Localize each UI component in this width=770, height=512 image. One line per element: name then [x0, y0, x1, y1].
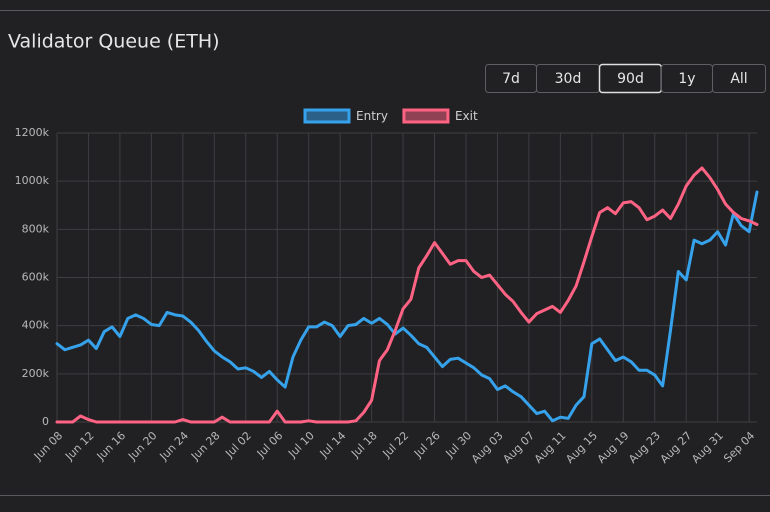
x-tick-label: Jun 08 — [31, 429, 65, 463]
x-tick-label: Aug 11 — [532, 429, 569, 466]
y-tick-label: 200k — [22, 367, 50, 380]
series-line — [55, 166, 759, 424]
x-tick-label: Aug 19 — [595, 429, 632, 466]
x-tick-label: Jul 14 — [317, 429, 349, 461]
legend-label[interactable]: Exit — [455, 109, 478, 123]
x-tick-label: Jul 22 — [380, 429, 412, 461]
x-tick-label: Aug 03 — [469, 429, 506, 466]
x-tick-label: Jun 16 — [94, 429, 128, 463]
y-tick-label: 600k — [22, 271, 50, 284]
x-tick-label: Jul 06 — [254, 429, 286, 461]
x-tick-label: Jun 24 — [157, 429, 191, 463]
legend-swatch[interactable] — [402, 108, 450, 124]
x-tick-label: Aug 27 — [658, 429, 695, 466]
y-tick-label: 400k — [22, 319, 50, 332]
x-tick-label: Aug 15 — [563, 429, 600, 466]
y-tick-label: 0 — [42, 415, 49, 428]
x-tick-label: Aug 07 — [500, 429, 537, 466]
range-button-label[interactable]: 90d — [617, 71, 644, 87]
y-tick-label: 800k — [22, 222, 50, 235]
range-button-label[interactable]: 30d — [555, 71, 582, 87]
x-tick-label: Aug 31 — [689, 429, 726, 466]
legend-label[interactable]: Entry — [356, 109, 388, 123]
range-button-label[interactable]: All — [730, 71, 747, 87]
x-tick-label: Aug 23 — [626, 429, 663, 466]
chart-title: Validator Queue (ETH) — [8, 31, 220, 53]
x-tick-label: Jul 18 — [348, 429, 380, 461]
legend-swatch[interactable] — [303, 108, 351, 124]
x-tick-label: Jun 12 — [62, 429, 96, 463]
x-tick-label: Jul 26 — [411, 429, 443, 461]
range-button-label[interactable]: 1y — [678, 71, 695, 87]
y-tick-label: 1000k — [15, 174, 50, 187]
x-tick-label: Sep 04 — [721, 429, 757, 465]
x-tick-label: Jul 02 — [222, 429, 254, 461]
series-line — [55, 190, 759, 423]
x-tick-label: Jun 20 — [125, 429, 159, 463]
range-button-label[interactable]: 7d — [502, 71, 520, 87]
x-tick-label: Jun 28 — [188, 429, 222, 463]
range-button[interactable] — [712, 64, 766, 93]
x-tick-label: Jul 10 — [285, 429, 317, 461]
y-tick-label: 1200k — [15, 126, 50, 139]
